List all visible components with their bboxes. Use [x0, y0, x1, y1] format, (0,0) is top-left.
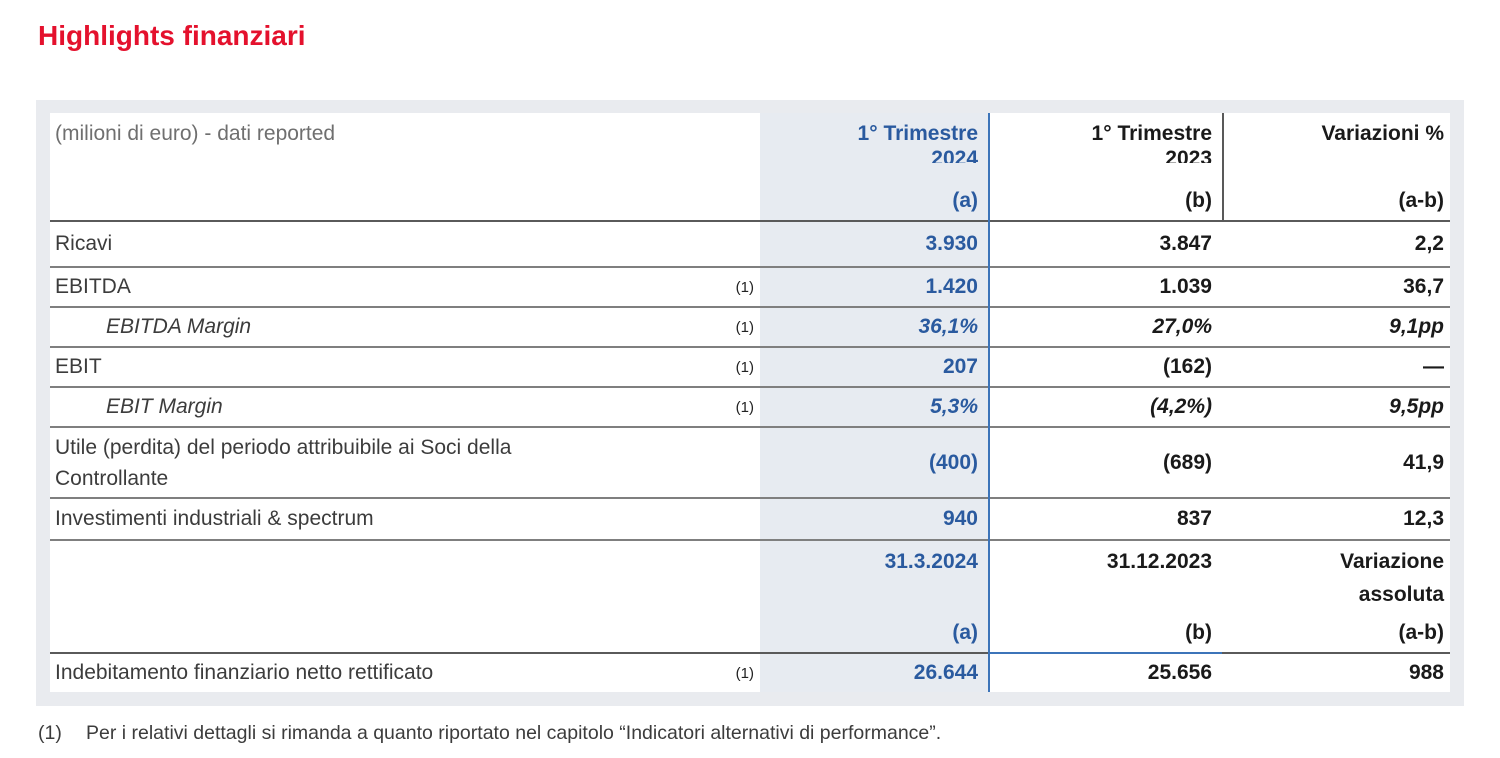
col-b-date: 31.12.2023	[1106, 550, 1212, 573]
col-header-variazione-assoluta: Variazione assoluta (a-b)	[1222, 541, 1450, 654]
footnote-text: Per i relativi dettagli si rimanda a qua…	[86, 722, 942, 744]
row-label: Investimenti industriali & spectrum	[55, 507, 374, 530]
col-a-date: 31.3.2024	[884, 550, 978, 573]
col-ab-line1: Variazione	[1340, 550, 1444, 573]
value-a: 940	[760, 499, 989, 541]
table-row-indebitamento: Indebitamento finanziario netto rettific…	[50, 654, 1450, 692]
value-a: 3.930	[760, 222, 989, 268]
value-b: 837	[989, 499, 1222, 541]
value-a: 36,1%	[760, 308, 989, 348]
row-label-cell: EBITDA Margin (1)	[50, 308, 760, 348]
value-b: 25.656	[989, 654, 1222, 692]
value-ab: 9,1pp	[1222, 308, 1450, 348]
value-b: (689)	[989, 428, 1222, 499]
row-label-cell: EBIT (1)	[50, 348, 760, 388]
row-label-cell: Investimenti industriali & spectrum	[50, 499, 760, 541]
col-a-year: 2024	[931, 147, 978, 163]
col-a-sub: (a)	[952, 621, 978, 644]
col-b-line1: 1° Trimestre	[1091, 122, 1212, 145]
row-label: EBIT	[55, 355, 102, 378]
footnote-marker: (1)	[735, 664, 754, 682]
value-ab: 12,3	[1222, 499, 1450, 541]
table-row-ebit-margin: EBIT Margin (1) 5,3% (4,2%) 9,5pp	[50, 388, 1450, 428]
col-a-line1: 1° Trimestre	[857, 122, 978, 145]
value-ab: —	[1222, 348, 1450, 388]
table-row-ebitda: EBITDA (1) 1.420 1.039 36,7	[50, 268, 1450, 308]
row-label-cell: Indebitamento finanziario netto rettific…	[50, 654, 760, 692]
value-ab: 2,2	[1222, 222, 1450, 268]
col-ab-sub: (a-b)	[1398, 621, 1445, 644]
table-header-row-dates: 31.3.2024 (a) 31.12.2023 (b) Variazione …	[50, 541, 1450, 654]
table-header-row: (milioni di euro) - dati reported 1° Tri…	[50, 113, 1450, 222]
unit-label: (milioni di euro) - dati reported	[55, 122, 336, 145]
value-b: 27,0%	[989, 308, 1222, 348]
value-a: 207	[760, 348, 989, 388]
footnote-marker: (1)	[735, 318, 754, 336]
col-header-q1-2024: 1° Trimestre 2024 (a)	[760, 113, 989, 222]
value-b: 3.847	[989, 222, 1222, 268]
footnote-marker: (1)	[735, 358, 754, 376]
financial-table-panel: (milioni di euro) - dati reported 1° Tri…	[36, 100, 1464, 706]
row-label-cell: Ricavi	[50, 222, 760, 268]
footnote-number: (1)	[38, 722, 62, 744]
col-header-variazioni: Variazioni % (a-b)	[1222, 113, 1450, 222]
value-ab: 36,7	[1222, 268, 1450, 308]
row-label: Ricavi	[55, 232, 113, 255]
column-a-divider-line	[988, 113, 990, 692]
footnote: (1) Per i relativi dettagli si rimanda a…	[38, 722, 941, 745]
row-label-cell: EBITDA (1)	[50, 268, 760, 308]
col-b-year: 2023	[1165, 147, 1212, 163]
row-label-cell: EBIT Margin (1)	[50, 388, 760, 428]
unit-label-cell: (milioni di euro) - dati reported	[50, 113, 760, 222]
column-b-header-divider-line	[1222, 113, 1224, 222]
row-label: Indebitamento finanziario netto rettific…	[55, 661, 434, 684]
value-ab: 41,9	[1222, 428, 1450, 499]
col-ab-line2: assoluta	[1358, 583, 1444, 606]
footnote-marker: (1)	[735, 398, 754, 416]
table-row-ricavi: Ricavi 3.930 3.847 2,2	[50, 222, 1450, 268]
col-header-31-12-2023: 31.12.2023 (b)	[989, 541, 1222, 654]
footnote-marker: (1)	[735, 278, 754, 296]
value-b: (4,2%)	[989, 388, 1222, 428]
col-header-31-3-2024: 31.3.2024 (a)	[760, 541, 989, 654]
row-label: Utile (perdita) del periodo attribuibile…	[55, 435, 512, 490]
table-row-ebit: EBIT (1) 207 (162) —	[50, 348, 1450, 388]
value-b: (162)	[989, 348, 1222, 388]
value-a: 26.644	[760, 654, 989, 692]
value-a: 1.420	[760, 268, 989, 308]
col-a-sub: (a)	[952, 189, 978, 212]
page-title: Highlights finanziari	[38, 20, 306, 51]
col-header-q1-2023: 1° Trimestre 2023 (b)	[989, 113, 1222, 222]
empty-header-cell	[50, 541, 760, 654]
row-label-cell: Utile (perdita) del periodo attribuibile…	[50, 428, 760, 499]
financial-table: (milioni di euro) - dati reported 1° Tri…	[50, 113, 1450, 692]
col-b-sub: (b)	[1185, 621, 1212, 644]
value-ab: 988	[1222, 654, 1450, 692]
row-label: EBITDA	[55, 275, 131, 298]
value-a: (400)	[760, 428, 989, 499]
col-b-sub: (b)	[1185, 189, 1212, 212]
table-row-investimenti: Investimenti industriali & spectrum 940 …	[50, 499, 1450, 541]
value-b: 1.039	[989, 268, 1222, 308]
col-ab-sub: (a-b)	[1398, 189, 1445, 212]
row-label: EBITDA Margin	[106, 315, 252, 338]
value-a: 5,3%	[760, 388, 989, 428]
value-ab: 9,5pp	[1222, 388, 1450, 428]
table-row-utile-perdita: Utile (perdita) del periodo attribuibile…	[50, 428, 1450, 499]
col-ab-line1: Variazioni %	[1321, 122, 1444, 145]
row-label: EBIT Margin	[106, 395, 223, 418]
table-row-ebitda-margin: EBITDA Margin (1) 36,1% 27,0% 9,1pp	[50, 308, 1450, 348]
